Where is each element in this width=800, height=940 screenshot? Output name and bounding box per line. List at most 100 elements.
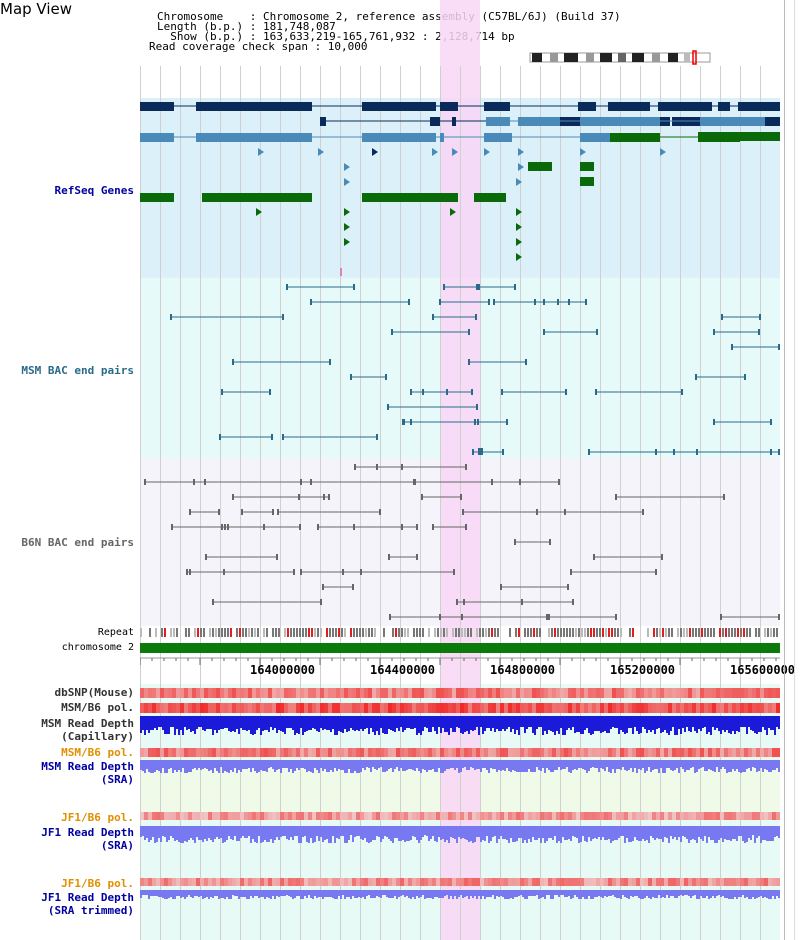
snp-density-cell (264, 878, 268, 886)
read-depth-bar (664, 760, 666, 773)
snp-density-cell (736, 688, 740, 698)
snp-density-cell (636, 703, 640, 713)
read-depth-bar (380, 890, 382, 898)
read-depth-bar (508, 716, 510, 727)
read-depth-bar (356, 716, 358, 730)
repeat-block (764, 628, 766, 637)
snp-density-cell (192, 748, 196, 757)
snp-density-cell (268, 688, 272, 698)
read-depth-bar (534, 890, 536, 896)
snp-density-cell (500, 748, 504, 757)
read-depth-bar (592, 826, 594, 839)
read-depth-bar (288, 760, 290, 772)
read-depth-bar (402, 760, 404, 771)
read-depth-bar (154, 890, 156, 896)
snp-density-cell (304, 703, 308, 713)
msm-b6-pol-label[interactable]: MSM/B6 pol. (61, 701, 134, 714)
read-depth-bar (686, 890, 688, 895)
read-depth-bar (358, 890, 360, 897)
snp-density-cell (576, 878, 580, 886)
snp-density-cell (436, 703, 440, 713)
read-depth-bar (444, 890, 446, 896)
read-depth-bar (766, 716, 768, 735)
read-depth-bar (630, 826, 632, 842)
read-depth-bar (370, 826, 372, 842)
snp-density-cell (416, 878, 420, 886)
read-depth-bar (490, 716, 492, 731)
read-depth-bar (446, 890, 448, 895)
snp-density-cell (592, 812, 596, 820)
read-depth-bar (464, 760, 466, 767)
snp-density-cell (504, 688, 508, 698)
read-depth-bar (162, 890, 164, 898)
read-depth-bar (170, 890, 172, 897)
read-depth-bar (708, 760, 710, 769)
read-depth-bar (422, 826, 424, 837)
read-depth-bar (260, 760, 262, 770)
msm-bac-end-pairs-label[interactable]: MSM BAC end pairs (21, 364, 134, 377)
read-depth-bar (430, 890, 432, 898)
read-depth-bar (736, 826, 738, 841)
snp-density-cell (500, 812, 504, 820)
snp-density-cell (144, 878, 148, 886)
read-depth-bar (346, 716, 348, 732)
read-depth-bar (548, 716, 550, 730)
msm-read-depth-capillary-label[interactable]: MSM Read Depth (41, 717, 134, 730)
read-depth-bar (418, 890, 420, 898)
read-depth-bar (646, 826, 648, 840)
read-depth-bar (358, 760, 360, 773)
read-depth-bar (508, 890, 510, 899)
read-depth-bar (244, 716, 246, 730)
refseq-genes-label[interactable]: RefSeq Genes (54, 184, 134, 197)
read-depth-bar (572, 826, 574, 836)
read-depth-bar (660, 760, 662, 768)
read-depth-bar (432, 716, 434, 727)
read-depth-bar (744, 760, 746, 772)
read-depth-bar (532, 716, 534, 733)
read-depth-bar (194, 826, 196, 843)
msm-bac-end (596, 329, 598, 335)
snp-density-cell (504, 812, 508, 820)
repeat-block (365, 628, 367, 637)
repeat-block (242, 628, 244, 637)
repeat-block (440, 628, 442, 637)
snp-density-cell (536, 703, 540, 713)
jf1-b6-pol2-label[interactable]: JF1/B6 pol. (61, 877, 134, 890)
read-depth-bar (324, 716, 326, 729)
chromosome-ideogram[interactable] (528, 50, 714, 66)
jf1-b6-pol-label[interactable]: JF1/B6 pol. (61, 811, 134, 824)
read-depth-bar (260, 890, 262, 897)
snp-density-cell (588, 878, 592, 886)
gene-exon (484, 133, 512, 142)
gene-exon (430, 117, 440, 126)
read-depth-bar (492, 716, 494, 728)
repeat-block (722, 628, 724, 637)
read-depth-bar (278, 760, 280, 769)
read-depth-bar (208, 716, 210, 729)
msm-b6-pol2-label[interactable]: MSM/B6 pol. (61, 746, 134, 759)
read-depth-bar (416, 716, 418, 735)
dbsnp-label[interactable]: dbSNP(Mouse) (54, 686, 134, 699)
msm-read-depth-sra-label[interactable]: MSM Read Depth (41, 760, 134, 773)
read-depth-bar (312, 716, 314, 728)
read-depth-bar (320, 890, 322, 897)
read-depth-bar (648, 826, 650, 843)
snp-density-cell (560, 812, 564, 820)
snp-density-cell (152, 878, 156, 886)
b6n-bac-end-pairs-label[interactable]: B6N BAC end pairs (21, 536, 134, 549)
genome-tracks-canvas[interactable] (140, 0, 780, 940)
snp-density-cell (292, 748, 296, 757)
read-depth-bar (598, 826, 600, 837)
read-depth-bar (348, 760, 350, 769)
snp-density-cell (672, 878, 676, 886)
read-depth-bar (360, 890, 362, 898)
snp-density-cell (140, 703, 144, 713)
read-depth-bar (696, 760, 698, 772)
snp-density-cell (172, 878, 176, 886)
snp-density-cell (556, 688, 560, 698)
jf1-read-depth-trimmed-label[interactable]: JF1 Read Depth (41, 891, 134, 904)
snp-density-cell (564, 878, 568, 886)
jf1-read-depth-sra-label[interactable]: JF1 Read Depth (41, 826, 134, 839)
read-depth-bar (208, 826, 210, 838)
read-depth-bar (776, 716, 778, 727)
